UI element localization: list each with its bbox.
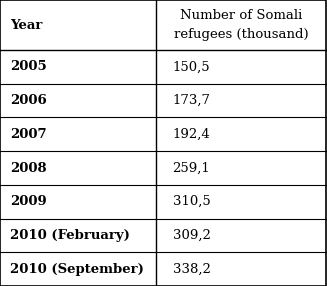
Text: 150,5: 150,5 — [173, 60, 210, 74]
Text: 2006: 2006 — [10, 94, 46, 107]
Text: 173,7: 173,7 — [173, 94, 211, 107]
Text: 338,2: 338,2 — [173, 263, 211, 276]
Text: 310,5: 310,5 — [173, 195, 210, 208]
Text: 259,1: 259,1 — [173, 162, 210, 174]
Text: 2010 (February): 2010 (February) — [10, 229, 129, 242]
Text: Number of Somali
refugees (thousand): Number of Somali refugees (thousand) — [174, 9, 308, 41]
Text: 2009: 2009 — [10, 195, 46, 208]
Text: 2010 (September): 2010 (September) — [10, 263, 144, 276]
Text: 2007: 2007 — [10, 128, 46, 141]
Text: 2008: 2008 — [10, 162, 46, 174]
Text: 309,2: 309,2 — [173, 229, 211, 242]
Text: Year: Year — [10, 19, 42, 31]
Text: 2005: 2005 — [10, 60, 46, 74]
Text: 192,4: 192,4 — [173, 128, 210, 141]
